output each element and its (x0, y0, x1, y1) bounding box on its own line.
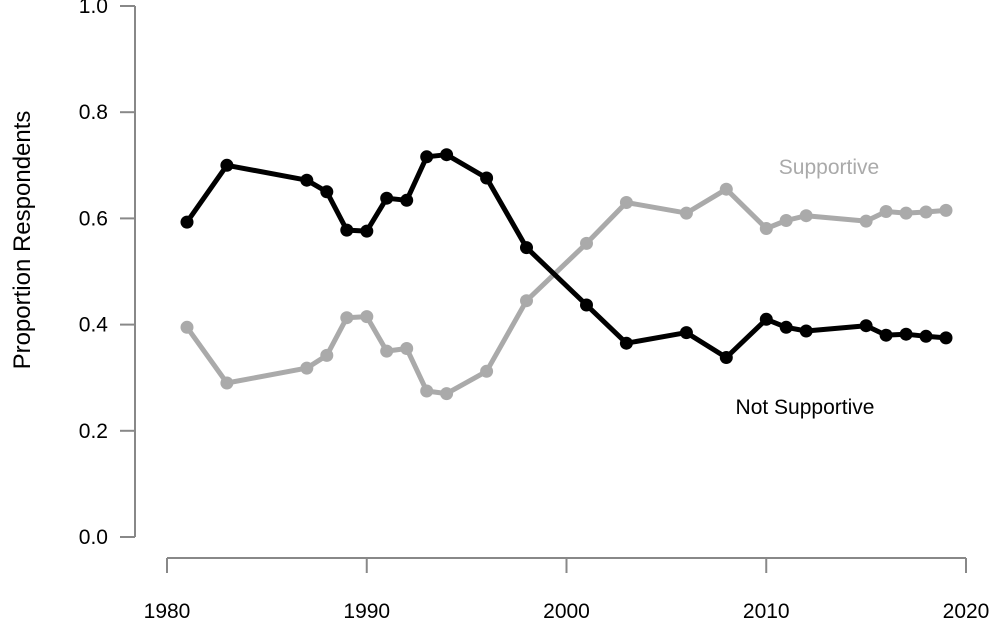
data-point-supportive (220, 376, 234, 390)
data-point-supportive (679, 206, 693, 220)
data-point-supportive (580, 236, 593, 250)
data-point-not-supportive (939, 331, 953, 345)
data-point-not-supportive (679, 326, 693, 340)
data-point-not-supportive (580, 298, 593, 312)
data-point-not-supportive (220, 158, 234, 172)
data-point-not-supportive (340, 223, 354, 237)
data-point-supportive (400, 342, 414, 355)
data-point-not-supportive (400, 193, 414, 207)
data-point-not-supportive (719, 351, 733, 364)
data-point-not-supportive (619, 336, 633, 350)
data-point-supportive (899, 206, 913, 220)
data-point-supportive (719, 182, 733, 196)
data-point-not-supportive (799, 324, 813, 338)
y-tick-label: 0.0 (79, 526, 108, 549)
series-line-supportive (184, 186, 949, 397)
axes (134, 6, 966, 559)
y-tick-label: 0.2 (79, 420, 108, 443)
data-point-supportive (879, 205, 893, 218)
x-tick-label: 2000 (543, 600, 590, 623)
data-point-supportive (919, 205, 933, 219)
data-point-supportive (420, 384, 434, 398)
data-point-not-supportive (919, 329, 933, 343)
data-point-supportive (300, 361, 314, 375)
series-line-not-supportive (184, 152, 949, 360)
data-point-not-supportive (360, 224, 374, 238)
data-point-supportive (779, 214, 793, 227)
series-label-not-supportive: Not Supportive (736, 396, 875, 419)
data-point-not-supportive (759, 312, 773, 326)
x-tick-label: 1990 (343, 600, 390, 623)
data-point-not-supportive (779, 320, 793, 334)
data-point-supportive (180, 320, 194, 334)
y-axis-title: Proportion Respondents (9, 111, 36, 370)
data-point-supportive (619, 196, 633, 209)
data-point-not-supportive (520, 241, 533, 255)
y-tick-label: 0.8 (79, 101, 108, 124)
data-point-not-supportive (440, 148, 454, 162)
data-point-supportive (859, 214, 873, 228)
data-point-supportive (340, 311, 354, 325)
data-point-not-supportive (879, 328, 893, 342)
data-point-supportive (799, 209, 813, 223)
data-point-supportive (480, 364, 494, 378)
x-tick-label: 2020 (943, 600, 990, 623)
y-tick-label: 1.0 (79, 0, 108, 18)
data-point-not-supportive (859, 319, 873, 333)
data-point-supportive (520, 294, 533, 308)
data-point-supportive (440, 387, 454, 401)
data-point-supportive (320, 348, 334, 362)
data-point-not-supportive (320, 185, 334, 199)
data-point-not-supportive (180, 215, 194, 229)
x-tick-label: 2010 (743, 600, 790, 623)
series-supportive (180, 182, 953, 401)
data-point-supportive (939, 203, 953, 217)
data-point-not-supportive (899, 327, 913, 341)
series-label-supportive: Supportive (779, 156, 879, 179)
series-not-supportive (180, 148, 953, 364)
data-point-supportive (360, 310, 374, 324)
data-point-not-supportive (300, 173, 314, 187)
x-tick-label: 1980 (144, 600, 191, 623)
data-point-supportive (380, 344, 394, 358)
data-point-not-supportive (420, 150, 434, 164)
y-tick-label: 0.6 (79, 207, 108, 230)
data-point-not-supportive (380, 191, 394, 205)
data-point-supportive (759, 222, 773, 235)
y-ticks: 0.0 0.2 0.4 0.6 0.8 1.0 (79, 0, 135, 549)
series-layer (180, 148, 953, 401)
x-ticks: 1980 1990 2000 2010 2020 (144, 558, 990, 623)
y-tick-label: 0.4 (79, 314, 109, 337)
data-point-not-supportive (480, 171, 494, 185)
